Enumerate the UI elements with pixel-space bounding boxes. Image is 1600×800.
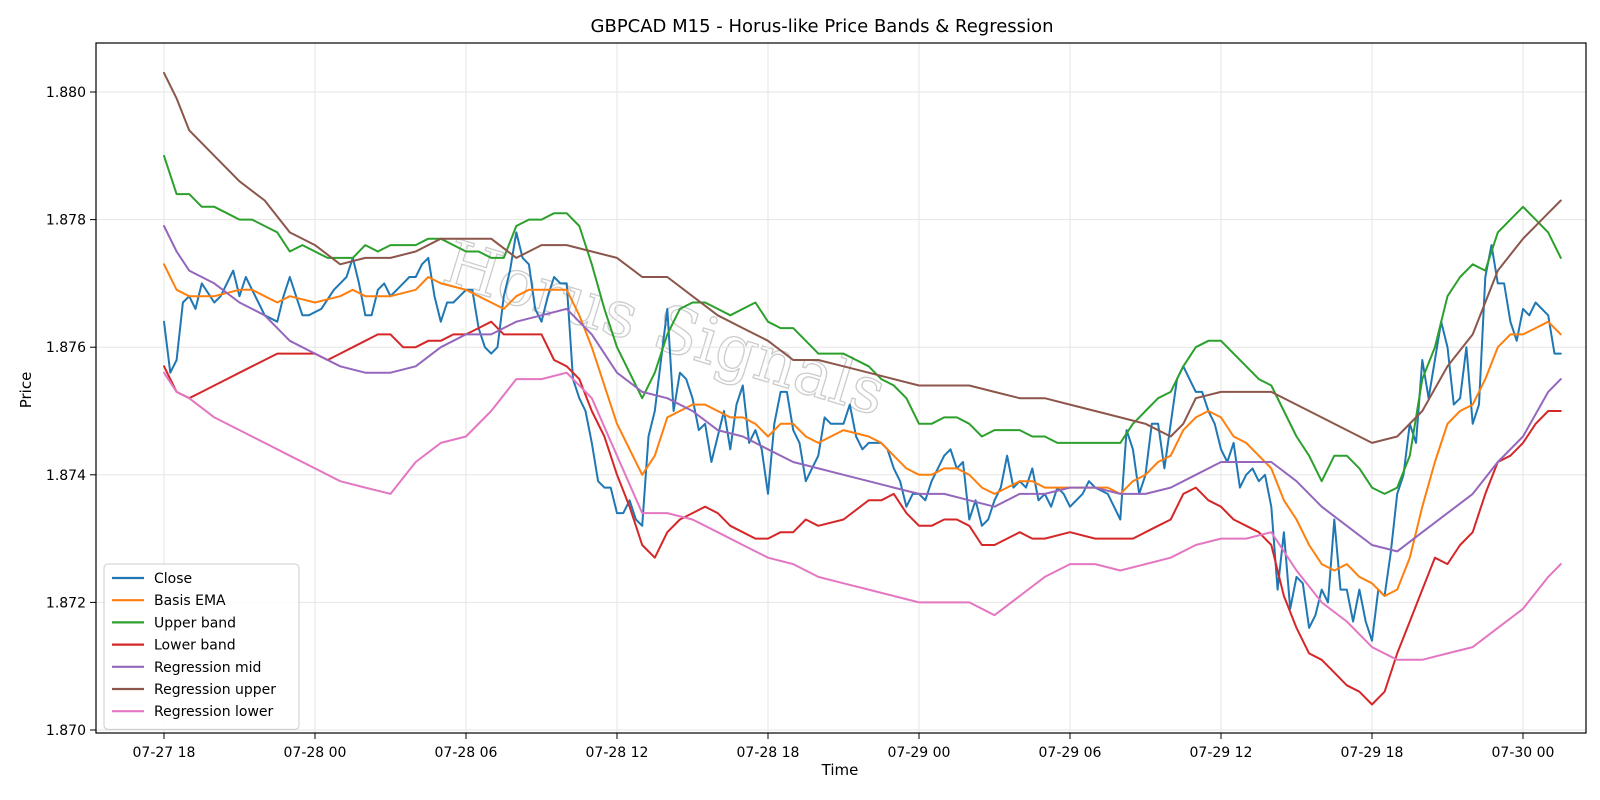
grid-lines xyxy=(96,43,1586,733)
legend-label-basis-ema: Basis EMA xyxy=(154,593,226,609)
plot-frame xyxy=(95,42,1587,734)
legend-label-upper-band: Upper band xyxy=(154,615,236,631)
x-tick-label: 07-28 00 xyxy=(284,745,347,761)
series-line-lower-band xyxy=(163,320,1562,706)
y-tick-label: 1.872 xyxy=(46,595,86,611)
y-tick-label: 1.874 xyxy=(46,468,86,484)
series-line-regression-upper xyxy=(163,71,1562,444)
legend-label-regression-lower: Regression lower xyxy=(154,704,274,720)
y-tick-label: 1.876 xyxy=(46,340,86,356)
series-lines xyxy=(163,71,1562,706)
x-tick-label: 07-27 18 xyxy=(133,745,196,761)
y-tick-label: 1.870 xyxy=(46,723,86,739)
series-line-close xyxy=(163,231,1562,642)
chart-title: GBPCAD M15 - Horus-like Price Bands & Re… xyxy=(591,16,1054,37)
y-axis-label: Price xyxy=(17,372,35,409)
series-line-regression-mid xyxy=(163,225,1562,553)
y-axis: 1.870 1.872 1.874 1.876 1.878 1.880 xyxy=(46,85,96,739)
series-line-regression-lower xyxy=(163,371,1562,661)
x-axis: 07-27 18 07-28 00 07-28 06 07-28 12 07-28 18… xyxy=(133,733,1555,761)
x-axis-label: Time xyxy=(821,761,859,779)
y-tick-label: 1.878 xyxy=(46,213,86,229)
x-tick-label: 07-30 00 xyxy=(1492,745,1555,761)
legend-box xyxy=(103,563,300,730)
x-tick-label: 07-29 18 xyxy=(1341,745,1404,761)
y-tick-label: 1.880 xyxy=(46,85,86,101)
x-tick-label: 07-29 00 xyxy=(888,745,951,761)
legend-label-lower-band: Lower band xyxy=(154,638,236,654)
x-tick-label: 07-28 18 xyxy=(737,745,800,761)
x-tick-label: 07-28 12 xyxy=(586,745,649,761)
legend: Close Basis EMA Upper band Lower band Regres… xyxy=(103,563,300,730)
x-tick-label: 07-29 06 xyxy=(1039,745,1102,761)
series-line-upper-band xyxy=(163,154,1562,495)
legend-label-regression-mid: Regression mid xyxy=(154,660,261,676)
x-tick-label: 07-28 06 xyxy=(435,745,498,761)
series-line-basis-ema xyxy=(163,263,1562,597)
legend-label-close: Close xyxy=(154,571,192,587)
legend-label-regression-upper: Regression upper xyxy=(154,682,276,698)
x-tick-label: 07-29 12 xyxy=(1190,745,1253,761)
